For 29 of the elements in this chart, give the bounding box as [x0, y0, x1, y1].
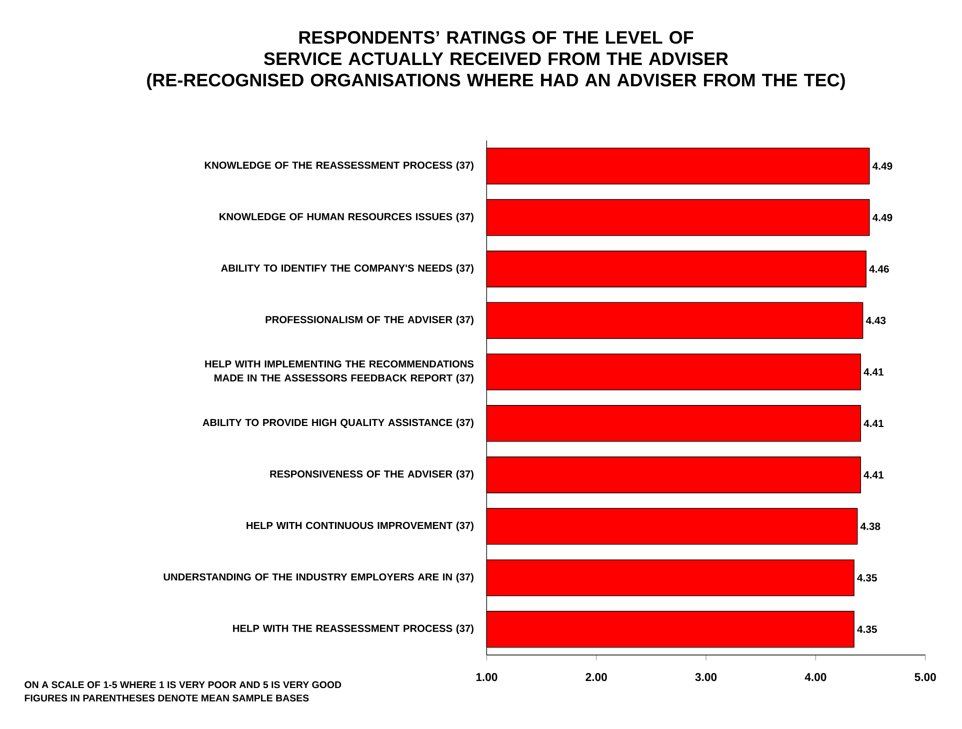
- y-tick-label: UNDERSTANDING OF THE INDUSTRY EMPLOYERS ARE IN (37): [164, 573, 474, 583]
- y-tick-label: RESPONSIVENESS OF THE ADVISER (37): [270, 470, 474, 480]
- text: ON A SCALE OF 1-5 WHERE 1 IS VERY POOR AND 5 IS VERY GOOD: [24, 681, 342, 688]
- y-tick-label: KNOWLEDGE OF THE REASSESSMENT PROCESS (37): [204, 161, 474, 171]
- y-tick-label: ABILITY TO IDENTIFY THE COMPANY'S NEEDS (37): [221, 264, 474, 274]
- x-tick-label: 3.00: [695, 673, 717, 682]
- x-tick-label: 5.00: [914, 673, 936, 682]
- data-label: 4.41: [864, 471, 884, 478]
- y-tick-label: HELP WITH THE REASSESSMENT PROCESS (37): [233, 624, 474, 634]
- data-label: 4.43: [866, 316, 886, 324]
- x-tick-label: 2.00: [586, 673, 607, 682]
- data-label: 4.49: [872, 214, 892, 222]
- text: FIGURES IN PARENTHESES DENOTE MEAN SAMPLE BASES: [24, 694, 309, 702]
- data-label: 4.46: [869, 265, 889, 273]
- y-tick-label: HELP WITH IMPLEMENTING THE RECOMMENDATIONS MADE IN THE ASSESSORS FEEDBACK REPORT (37): [205, 360, 474, 384]
- y-tick-label: KNOWLEDGE OF HUMAN RESOURCES ISSUES (37): [220, 212, 474, 222]
- y-tick-label: HELP WITH CONTINUOUS IMPROVEMENT (37): [246, 522, 474, 532]
- data-label: 4.38: [860, 522, 880, 530]
- chart-title: RESPONDENTS’ RATINGS OF THE LEVEL OF SERVICE ACTUALLY RECEIVED FROM THE ADVISER: [264, 31, 728, 66]
- y-tick-label: PROFESSIONALISM OF THE ADVISER (37): [266, 316, 474, 326]
- data-label: 4.35: [857, 626, 877, 633]
- x-tick-label: 4.00: [804, 673, 826, 682]
- chart-subtitle: (RE-RECOGNISED ORGANISATIONS WHERE HAD AN ADVISER FROM THE TEC): [147, 73, 845, 90]
- data-label: 4.41: [864, 368, 884, 376]
- y-tick-label: ABILITY TO PROVIDE HIGH QUALITY ASSISTANCE (37): [202, 418, 474, 428]
- data-label: 4.35: [857, 574, 877, 582]
- data-label: 4.49: [872, 162, 892, 170]
- x-tick-label: 1.00: [476, 673, 498, 682]
- data-label: 4.41: [864, 420, 884, 427]
